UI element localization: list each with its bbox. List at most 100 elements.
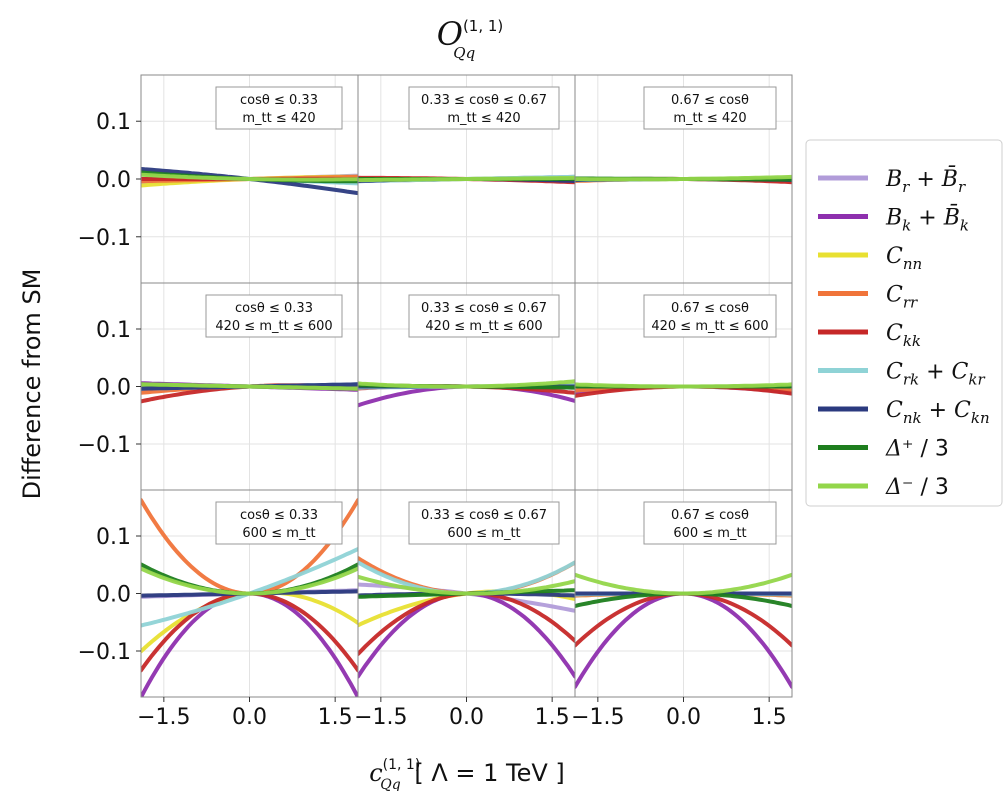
y-tick-label: −0.1: [78, 433, 131, 458]
panel-3-3: 0.67 ≤ cosθ 600 ≤ m_tt −1.5 0.0 1.5: [571, 489, 793, 730]
y-tick-label: 0.1: [96, 318, 131, 343]
panel-annotation: cosθ ≤ 0.33 m_tt ≤ 420: [215, 86, 343, 130]
panel-1-1: cosθ ≤ 0.33 m_tt ≤ 420 0.1 0.0 −0.1: [78, 74, 359, 284]
series-line-Dm: [141, 172, 358, 182]
annotation-cos-label: 0.67 ≤ cosθ: [671, 301, 749, 316]
series-group: [575, 572, 792, 689]
series-group: [575, 382, 792, 398]
x-tick-label: −1.5: [354, 705, 407, 730]
legend-item-Crr: Crr: [818, 283, 918, 312]
x-tick-label: 1.5: [318, 705, 353, 730]
annotation-box: [215, 86, 343, 130]
legend-label: Δ⁻ / 3: [885, 475, 949, 500]
annotation-cos-label: 0.33 ≤ cosθ ≤ 0.67: [421, 301, 547, 316]
annotation-mass-label: 420 ≤ m_tt ≤ 600: [215, 319, 332, 334]
annotation-box: [408, 501, 560, 545]
y-tick-label: 0.0: [96, 376, 131, 401]
panel-annotation: 0.67 ≤ cosθ m_tt ≤ 420: [643, 86, 777, 130]
annotation-box: [643, 86, 777, 130]
legend-label: Crk + Ckr: [886, 360, 985, 389]
legend-frame: [805, 139, 1003, 507]
legend-label: Ckk: [886, 321, 921, 350]
legend-label: Crr: [886, 283, 918, 312]
legend-item-Ckk: Ckk: [818, 321, 921, 350]
annotation-box: [643, 501, 777, 545]
annotation-cos-label: cosθ ≤ 0.33: [240, 508, 318, 523]
series-line-Dm: [575, 572, 792, 596]
annotation-box: [205, 294, 343, 338]
panel-annotation: 0.33 ≤ cosθ ≤ 0.67 m_tt ≤ 420: [408, 86, 560, 130]
series-line-Dm: [358, 574, 575, 596]
annotation-mass-label: 420 ≤ m_tt ≤ 600: [425, 319, 542, 334]
annotation-mass-label: 420 ≤ m_tt ≤ 600: [651, 319, 768, 334]
panel-annotation: 0.67 ≤ cosθ 420 ≤ m_tt ≤ 600: [643, 294, 777, 338]
series-group: [358, 556, 575, 679]
x-tick-label: 0.0: [232, 705, 267, 730]
annotation-cos-label: cosθ ≤ 0.33: [240, 93, 318, 108]
annotation-cos-label: 0.67 ≤ cosθ: [671, 93, 749, 108]
series-line-Dm: [575, 174, 792, 182]
legend: Br + B̄r Bk + B̄k Cnn Crr Ckk Crk + Ckr Cnk + …: [805, 139, 1003, 507]
legend-item-Bk: Bk + B̄k: [818, 203, 969, 235]
series-group: [358, 174, 575, 185]
panel-annotation: 0.33 ≤ cosθ ≤ 0.67 420 ≤ m_tt ≤ 600: [408, 294, 560, 338]
legend-item-Dp: Δ⁺ / 3: [818, 437, 949, 462]
series-line-Dm: [358, 379, 575, 389]
annotation-mass-label: 600 ≤ m_tt: [242, 526, 315, 541]
annotation-cos-label: 0.67 ≤ cosθ: [671, 508, 749, 523]
legend-item-Br: Br + B̄r: [818, 165, 966, 196]
y-tick-label: −0.1: [78, 226, 131, 251]
y-tick-label: 0.0: [96, 583, 131, 608]
y-tick-label: −0.1: [78, 640, 131, 665]
panel-annotation: 0.67 ≤ cosθ 600 ≤ m_tt: [643, 501, 777, 545]
legend-label: Cnn: [886, 244, 922, 273]
series-line-Dm: [575, 382, 792, 389]
panel-3-2: 0.33 ≤ cosθ ≤ 0.67 600 ≤ m_tt −1.5 0.0 1.5: [354, 489, 576, 730]
annotation-box: [408, 86, 560, 130]
series-line-Dm: [141, 382, 358, 391]
legend-item-Dm: Δ⁻ / 3: [818, 475, 949, 500]
legend-item-Cnk: Cnk + Ckn: [818, 398, 990, 427]
x-tick-label: −1.5: [571, 705, 624, 730]
y-tick-label: 0.1: [96, 110, 131, 135]
y-axis-label: Difference from SM: [18, 269, 46, 500]
series-group: [575, 174, 792, 185]
annotation-cos-label: 0.33 ≤ cosθ ≤ 0.67: [421, 93, 547, 108]
panel-2-2: 0.33 ≤ cosθ ≤ 0.67 420 ≤ m_tt ≤ 600: [357, 282, 576, 491]
annotation-box: [215, 501, 343, 545]
x-axis-label: c(1, 1) Qq [ Λ = 1 TeV ]: [369, 757, 565, 791]
legend-label: Cnk + Ckn: [886, 398, 990, 427]
annotation-cos-label: 0.33 ≤ cosθ ≤ 0.67: [421, 508, 547, 523]
series-group: [141, 498, 358, 697]
y-tick-label: 0.1: [96, 525, 131, 550]
legend-label: Br + B̄r: [885, 165, 966, 196]
panel-1-3: 0.67 ≤ cosθ m_tt ≤ 420: [574, 74, 793, 284]
legend-item-Crk: Crk + Ckr: [818, 360, 985, 389]
series-group: [358, 379, 575, 408]
annotation-box: [408, 294, 560, 338]
x-tick-label: −1.5: [137, 705, 190, 730]
x-tick-label: 0.0: [449, 705, 484, 730]
legend-label: Δ⁺ / 3: [885, 437, 949, 462]
panel-2-3: 0.67 ≤ cosθ 420 ≤ m_tt ≤ 600: [574, 282, 793, 491]
panel-annotation: cosθ ≤ 0.33 420 ≤ m_tt ≤ 600: [205, 294, 343, 338]
annotation-mass-label: 600 ≤ m_tt: [673, 526, 746, 541]
series-group: [141, 381, 358, 404]
panel-2-1: cosθ ≤ 0.33 420 ≤ m_tt ≤ 600 0.1 0.0 −0.1: [78, 282, 359, 491]
x-tick-label: 1.5: [535, 705, 570, 730]
panel-annotation: cosθ ≤ 0.33 600 ≤ m_tt: [215, 501, 343, 545]
annotation-mass-label: 600 ≤ m_tt: [447, 526, 520, 541]
annotation-mass-label: m_tt ≤ 420: [447, 111, 520, 126]
x-tick-label: 1.5: [752, 705, 787, 730]
legend-item-Cnn: Cnn: [818, 244, 922, 273]
legend-label: Bk + B̄k: [885, 203, 969, 234]
series-line-Dm: [358, 175, 575, 183]
series-line-Dm: [141, 566, 358, 596]
annotation-cos-label: cosθ ≤ 0.33: [235, 301, 313, 316]
annotation-mass-label: m_tt ≤ 420: [673, 111, 746, 126]
series-group: [141, 167, 358, 196]
panel-grid: cosθ ≤ 0.33 m_tt ≤ 420 0.1 0.0 −0.1 0.33 ≤ co…: [78, 74, 793, 730]
panel-1-2: 0.33 ≤ cosθ ≤ 0.67 m_tt ≤ 420: [357, 74, 576, 284]
x-tick-label: 0.0: [666, 705, 701, 730]
